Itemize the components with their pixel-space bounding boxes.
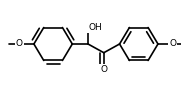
Text: O: O bbox=[100, 65, 107, 74]
Text: O: O bbox=[16, 40, 23, 48]
Text: O: O bbox=[169, 40, 176, 48]
Text: OH: OH bbox=[88, 23, 102, 32]
